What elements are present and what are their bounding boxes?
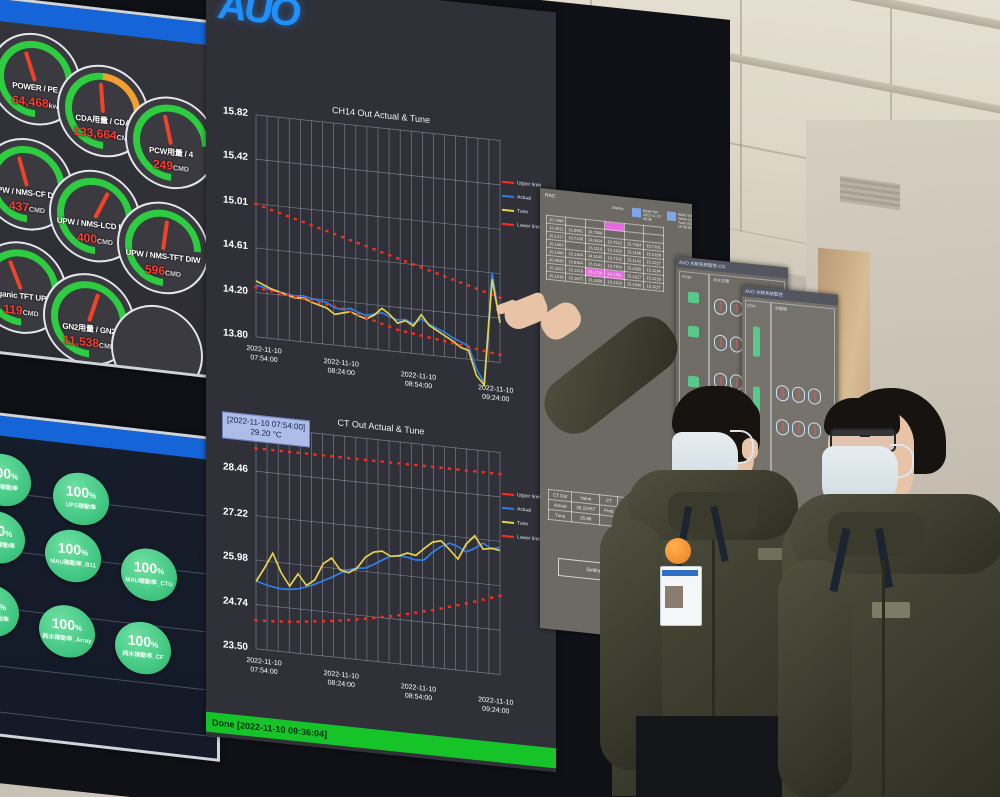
kpi-bubble[interactable]: 100% 空壓机稼動率 [0, 508, 25, 567]
jacket-zip [882, 560, 885, 796]
kpi-bubble[interactable]: 100% 污水稼動率 [0, 450, 31, 510]
valve-icon [688, 325, 699, 338]
legend-swatch [502, 194, 514, 198]
table-cell[interactable]: 15.3429 [585, 275, 605, 286]
badge-photo [665, 586, 683, 608]
legend-label: Lower limit [517, 222, 541, 231]
jacket-logo [758, 548, 784, 560]
jacket-zip [712, 540, 715, 770]
legend-swatch [502, 222, 514, 226]
auo-logo: AUO [218, 0, 298, 36]
table-title: RAC [545, 192, 556, 200]
legend-label: Tune [517, 520, 529, 528]
level-indicator [753, 326, 760, 357]
jacket-logo-auo [872, 602, 910, 618]
legend-item: Lower limit [502, 533, 541, 543]
legend-item: Actual [502, 193, 541, 203]
gauge-5[interactable]: UPW / NMS-TFT DIW 596CMD [109, 194, 217, 302]
valve-icon [688, 375, 699, 388]
kpi-divider [0, 663, 217, 692]
mask-ear-loop [890, 444, 914, 478]
legend-label: Upper limit [517, 492, 541, 501]
table-cell[interactable]: 15.1117 [643, 281, 664, 292]
screen-trend-charts[interactable]: AUO CH14 Out Actual & Tune 13.80 14.20 14.6… [206, 0, 556, 773]
read-ref-button[interactable] [632, 207, 641, 218]
badge-header-bar [662, 570, 698, 576]
legend-label: Lower limit [517, 534, 541, 543]
kpi-bubble[interactable]: 100% MAU稼動率_CTU [121, 545, 177, 604]
jacket-left-arm [778, 560, 852, 797]
display-button[interactable]: Display [612, 205, 624, 211]
legend-item: Lower limit [502, 221, 541, 231]
legend-item: Actual [502, 505, 541, 515]
legend-item: Tune [502, 207, 541, 217]
read-ref-label: Read Ref 2022-11-10 09:36 [643, 208, 661, 222]
chart-legend: Upper limit Actual Tune Lower limit [502, 179, 541, 239]
kpi-divider [0, 605, 217, 634]
table-cell[interactable]: 15.2126 [604, 277, 625, 288]
kpi-divider [0, 709, 217, 738]
trousers [636, 716, 786, 797]
mask-ear-loop [730, 430, 754, 464]
badge-reel [665, 538, 691, 564]
table-cell[interactable]: 15.1675 [565, 273, 586, 284]
screen-kpi-bubbles[interactable]: 100% 污水稼動率 100% UPS稼動率 100% 空壓机稼動率 100% MAU稼動率_… [0, 410, 220, 762]
eq2-sub-mid: 空壓機 [775, 305, 787, 312]
glasses-bridge [860, 435, 870, 437]
legend-swatch [502, 180, 514, 184]
write-tune-label: Write Tune Value Cont. Tune 2022-11-10 0… [678, 212, 692, 231]
legend-label: Actual [517, 194, 531, 202]
gauge-2[interactable]: PCW用量 / 4 249CMD [117, 89, 224, 197]
legend-label: Tune [517, 208, 529, 216]
legend-label: Upper limit [517, 180, 541, 189]
kpi-bubble[interactable]: 100% 純水稼動率_CF [115, 618, 171, 678]
legend-swatch [502, 492, 514, 496]
kpi-bubble[interactable]: 100% UPS稼動率 [53, 469, 109, 529]
result-cell[interactable]: 25.88 [571, 511, 600, 525]
kpi-bubble[interactable]: 100%冰水机稼動率 [0, 581, 19, 640]
kpi-value: 100% [0, 602, 7, 613]
eq-sub-left: PCW [682, 274, 692, 280]
legend-swatch [502, 534, 514, 538]
kpi-divider [0, 547, 217, 576]
write-tune-button[interactable] [667, 211, 676, 222]
chart-ch14-out[interactable]: CH14 Out Actual & Tune 13.80 14.20 14.61 15.… [210, 84, 552, 420]
kpi-bubble[interactable]: 100% MAU稼動率_B11 [45, 526, 101, 586]
legend-swatch [502, 208, 514, 212]
legend-item: Tune [502, 519, 541, 529]
result-cell[interactable]: Tune [548, 509, 572, 522]
channel-data-table[interactable]: 15.7098 13.4011 21.9992 16.7508 15.1317 15.71… [546, 215, 664, 292]
kpi-value: 100% [0, 520, 13, 540]
chart-legend: Upper limit Actual Tune Lower limit [502, 491, 541, 551]
valve-icon [688, 291, 699, 304]
legend-swatch [502, 520, 514, 524]
legend-swatch [502, 506, 514, 510]
table-cell[interactable]: 15.1019 [546, 271, 566, 282]
eq2-sub-left: CDA [747, 302, 756, 309]
chart-ct-out[interactable]: CT Out Actual & Tune 23.50 24.74 25.98 27.22… [210, 396, 552, 732]
kpi-panel-titlebar [0, 413, 217, 461]
kpi-value: 100% [0, 463, 19, 482]
legend-label: Actual [517, 506, 531, 514]
kpi-bubble[interactable]: 100% 純水稼動率_Array [39, 602, 95, 661]
table-cell[interactable]: 15.1030 [624, 279, 644, 290]
